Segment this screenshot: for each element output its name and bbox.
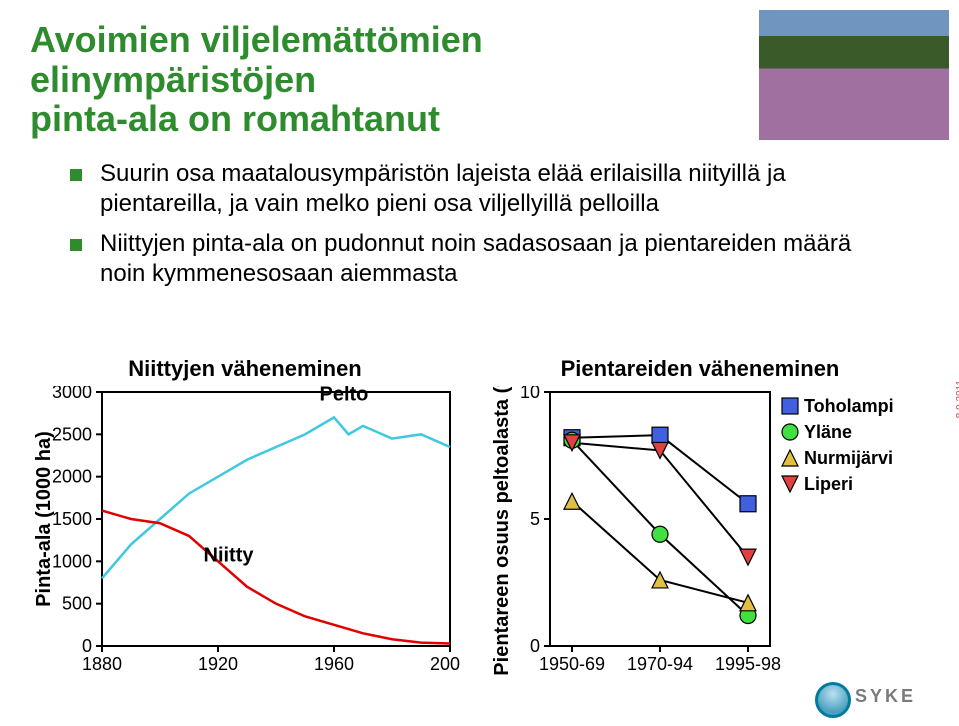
svg-text:Niitty: Niitty [204, 544, 255, 566]
svg-text:1000: 1000 [52, 551, 92, 571]
decorative-photo [759, 10, 949, 140]
svg-text:Pientareen osuus peltoalasta (: Pientareen osuus peltoalasta (%) [491, 386, 513, 676]
svg-text:1880: 1880 [82, 654, 122, 674]
marker-chart-title: Pientareiden väheneminen [490, 356, 910, 382]
svg-text:Yläne: Yläne [804, 422, 852, 442]
svg-text:500: 500 [62, 594, 92, 614]
side-date: 8.9.2011 [955, 380, 959, 418]
logo-text: SYKE [855, 686, 916, 707]
title-line-2: pinta-ala on romahtanut [30, 98, 440, 139]
svg-text:2000: 2000 [52, 467, 92, 487]
bullet-item: Niittyjen pinta-ala on pudonnut noin sad… [70, 229, 890, 289]
svg-text:3000: 3000 [52, 386, 92, 402]
svg-text:1970-94: 1970-94 [627, 654, 693, 674]
svg-text:0: 0 [530, 636, 540, 656]
svg-text:1500: 1500 [52, 509, 92, 529]
page-title: Avoimien viljelemättömien elinympäristöj… [30, 20, 730, 139]
svg-text:1920: 1920 [198, 654, 238, 674]
svg-text:10: 10 [520, 386, 540, 402]
bullet-item: Suurin osa maatalousympäristön lajeista … [70, 159, 890, 219]
svg-text:2000: 2000 [430, 654, 460, 674]
line-chart-block: Niittyjen väheneminen 0 500 1000 1500 2000 25… [30, 356, 460, 686]
marker-chart-block: Pientareiden väheneminen 0 5 10 1950-69 1970… [490, 356, 910, 686]
svg-text:0: 0 [82, 636, 92, 656]
marker-chart: 0 5 10 1950-69 1970-94 1995-98 Pientareen osuu… [490, 386, 910, 686]
logo-icon [815, 682, 851, 718]
svg-text:1960: 1960 [314, 654, 354, 674]
slide: Avoimien viljelemättömien elinympäristöj… [0, 0, 959, 726]
charts-area: Niittyjen väheneminen 0 500 1000 1500 2000 25… [30, 356, 930, 696]
svg-text:Pelto: Pelto [320, 386, 369, 405]
svg-text:Liperi: Liperi [804, 474, 853, 494]
svg-text:5: 5 [530, 509, 540, 529]
svg-text:1950-69: 1950-69 [539, 654, 605, 674]
footer-logo: SYKE [815, 678, 945, 718]
svg-text:1995-98: 1995-98 [715, 654, 781, 674]
bullet-list: Suurin osa maatalousympäristön lajeista … [70, 159, 890, 289]
svg-text:Toholampi: Toholampi [804, 396, 894, 416]
line-chart-title: Niittyjen väheneminen [30, 356, 460, 382]
svg-text:2500: 2500 [52, 424, 92, 444]
title-line-1: Avoimien viljelemättömien elinympäristöj… [30, 19, 483, 100]
line-chart: 0 500 1000 1500 2000 2500 3000 1880 1920 1960 2000… [30, 386, 460, 686]
svg-text:Nurmijärvi: Nurmijärvi [804, 448, 893, 468]
svg-text:Pinta-ala (1000 ha): Pinta-ala (1000 ha) [33, 431, 55, 607]
